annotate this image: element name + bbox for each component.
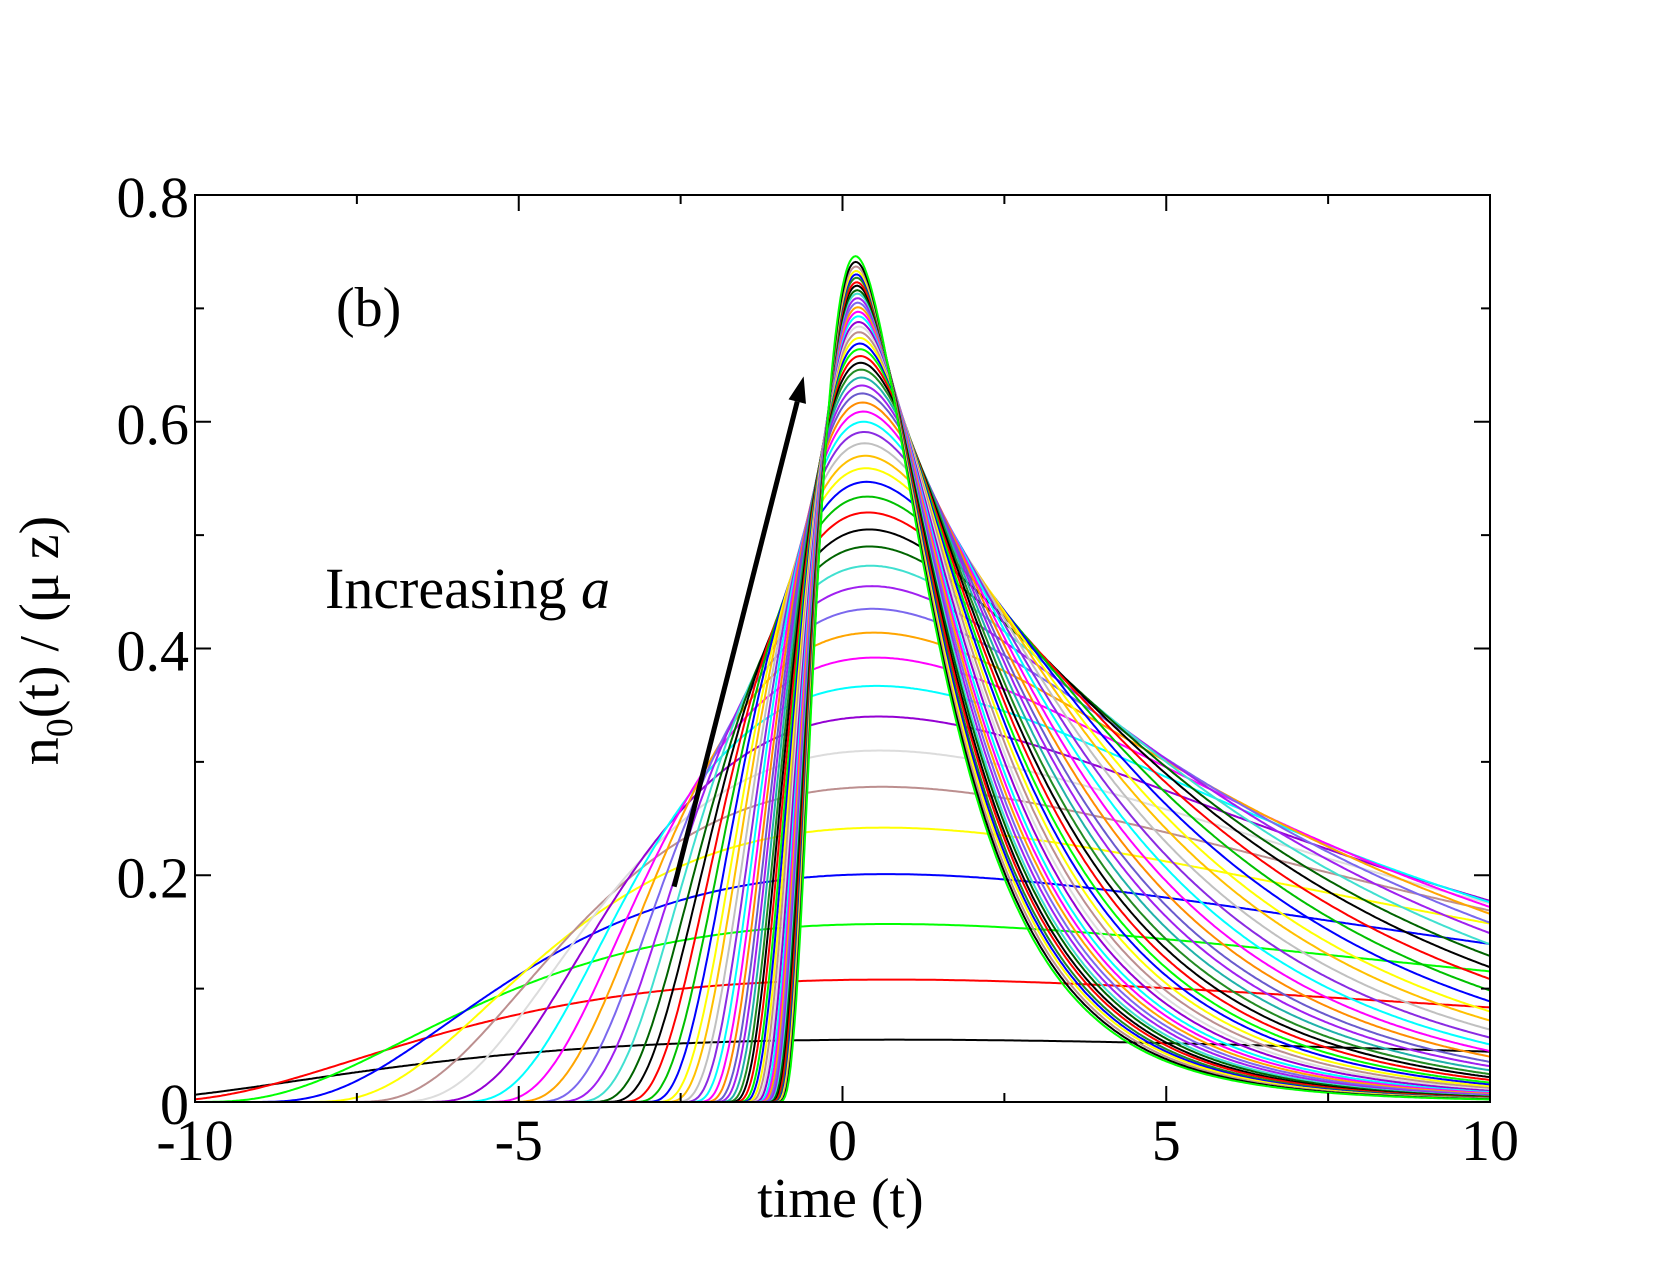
series-line-curve-50 — [195, 269, 1490, 1102]
annotation-text: Increasing a — [325, 556, 610, 621]
series-line-curve-24 — [195, 420, 1490, 1102]
series-line-curve-4 — [195, 873, 1490, 1102]
y-axis-label-main: n — [9, 737, 71, 765]
x-tick-label: -10 — [156, 1108, 233, 1173]
series-line-curve-40 — [195, 310, 1490, 1102]
series-line-curve-15 — [195, 545, 1490, 1102]
series-line-curve-13 — [195, 585, 1490, 1102]
series-line-curve-11 — [195, 631, 1490, 1102]
series-line-curve-22 — [195, 442, 1490, 1102]
y-tick-label: 0.6 — [117, 392, 190, 457]
series-line-curve-53 — [195, 255, 1490, 1102]
series-line-curve-14 — [195, 564, 1490, 1102]
x-tick-label: 5 — [1152, 1108, 1181, 1173]
x-tick-label: -5 — [495, 1108, 543, 1173]
series-line-curve-34 — [195, 342, 1490, 1102]
series-line-curve-23 — [195, 431, 1490, 1102]
series-line-curve-21 — [195, 454, 1490, 1102]
series-line-curve-6 — [195, 785, 1490, 1102]
series-line-curve-32 — [195, 354, 1490, 1102]
series-line-curve-30 — [195, 368, 1490, 1102]
series-line-curve-17 — [195, 511, 1490, 1102]
y-axis-label: n0(t) / (μ z) — [9, 516, 81, 766]
series-line-curve-12 — [195, 607, 1490, 1102]
series-line-curve-31 — [195, 361, 1490, 1102]
y-axis-label-rest: (t) / (μ z) — [9, 516, 71, 719]
y-tick-label: 0.8 — [117, 165, 190, 230]
x-axis-label: time (t) — [757, 1168, 923, 1230]
tick-labels-layer: -10 -5 0 5 10 0 0.2 0.4 0.6 0.8 — [117, 165, 1520, 1173]
panel-label: (b) — [336, 277, 401, 339]
y-tick-label: 0.4 — [117, 619, 190, 684]
annotation-main: Increasing — [325, 556, 581, 621]
ticks-layer — [194, 194, 1491, 1103]
series-line-curve-33 — [195, 348, 1490, 1102]
series-line-curve-36 — [195, 331, 1490, 1102]
annotation-arrowhead — [788, 376, 806, 404]
series-line-curve-38 — [195, 320, 1490, 1102]
series-line-curve-37 — [195, 325, 1490, 1102]
series-line-curve-20 — [195, 467, 1490, 1102]
x-tick-label: 10 — [1461, 1108, 1519, 1173]
y-axis-label-sub: 0 — [39, 718, 81, 737]
series-line-curve-28 — [195, 384, 1490, 1102]
series-line-curve-39 — [195, 315, 1490, 1102]
series-line-curve-16 — [195, 528, 1490, 1102]
series-line-curve-25 — [195, 410, 1490, 1102]
series-line-curve-41 — [195, 306, 1490, 1102]
series-line-curve-29 — [195, 376, 1490, 1102]
y-tick-label: 0.2 — [117, 845, 190, 910]
series-line-curve-1 — [195, 1038, 1490, 1096]
annotation-arrow — [671, 400, 800, 888]
series-line-curve-10 — [195, 656, 1490, 1102]
series-line-curve-35 — [195, 336, 1490, 1102]
series-line-curve-18 — [195, 495, 1490, 1102]
series-layer — [195, 255, 1490, 1102]
annotation-italic: a — [581, 556, 610, 621]
series-line-curve-3 — [195, 923, 1490, 1102]
series-line-curve-26 — [195, 401, 1490, 1102]
x-tick-label: 0 — [828, 1108, 857, 1173]
series-line-curve-27 — [195, 392, 1490, 1102]
series-line-curve-2 — [195, 978, 1490, 1101]
y-tick-label: 0 — [160, 1072, 189, 1137]
series-line-curve-19 — [195, 480, 1490, 1102]
